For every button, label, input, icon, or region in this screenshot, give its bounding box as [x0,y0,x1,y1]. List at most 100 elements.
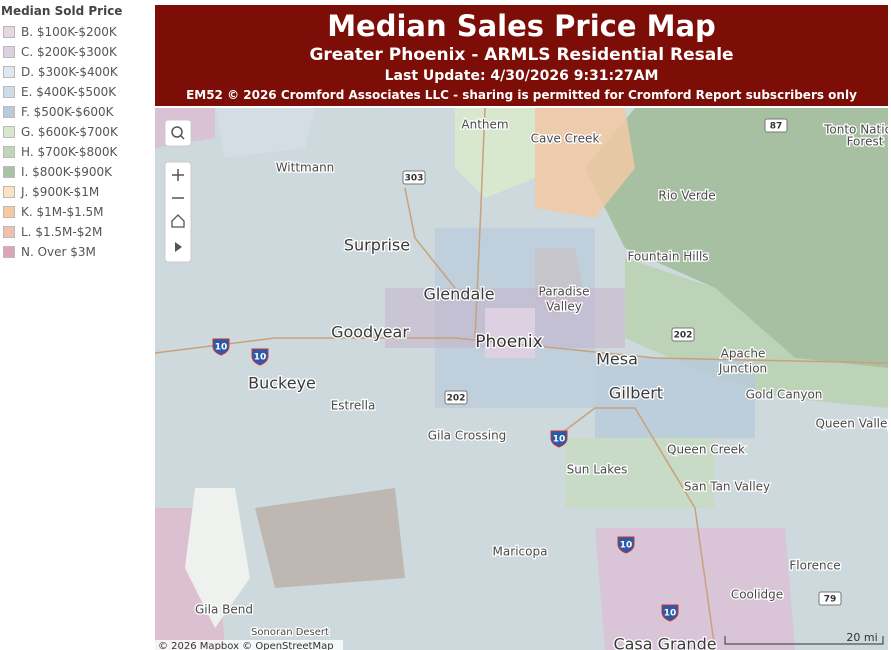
road-shield [617,536,635,554]
road-label: 10 [664,609,677,619]
road-label: 10 [215,343,228,353]
place-label: Phoenix [475,332,542,352]
place-label: Coolidge [731,588,783,602]
legend-swatch [3,166,15,178]
legend-item[interactable]: B. $100K-$200K [0,22,150,42]
legend-item[interactable]: N. Over $3M [0,242,150,262]
header: Median Sales Price Map Greater Phoenix -… [155,5,888,106]
road-shield [402,170,426,185]
legend-label: K. $1M-$1.5M [21,205,104,219]
legend-item[interactable]: D. $300K-$400K [0,62,150,82]
road-shield [212,338,230,356]
place-label: Florence [789,559,840,573]
legend-item[interactable]: I. $800K-$900K [0,162,150,182]
road-label: 303 [405,174,424,184]
legend-label: E. $400K-$500K [21,85,117,99]
road-shield [671,327,695,342]
place-label: Wittmann [276,161,335,175]
legend-label: J. $900K-$1M [21,185,100,199]
search-icon [179,134,185,140]
search-icon [171,126,183,138]
legend-label: N. Over $3M [21,245,96,259]
place-label: Queen Valley [815,417,888,431]
last-update: Last Update: 4/30/2026 9:31:27AM [384,68,659,84]
legend-item[interactable]: L. $1.5M-$2M [0,222,150,242]
road-label: 202 [674,331,693,341]
zoom-panel [164,161,192,263]
place-label: Junction [718,362,767,376]
legend-swatch [3,246,15,258]
legend-label: L. $1.5M-$2M [21,225,103,239]
place-label: Apache [721,347,766,361]
place-label: Fountain Hills [627,250,708,264]
place-label: Cave Creek [531,132,600,146]
place-label: Queen Creek [667,443,745,457]
place-label: Sonoran Desert [251,627,329,638]
place-label: Mesa [596,350,638,369]
legend-item[interactable]: F. $500K-$600K [0,102,150,122]
legend-item[interactable]: K. $1M-$1.5M [0,202,150,222]
legend-label: B. $100K-$200K [21,25,117,39]
place-label: Gila Bend [195,603,253,617]
legend-item[interactable]: H. $700K-$800K [0,142,150,162]
road-shield [818,591,842,606]
place-label: Forest [847,135,884,149]
legend-item[interactable]: E. $400K-$500K [0,82,150,102]
zoom-in[interactable] [172,169,184,181]
road-shield [251,348,269,366]
legend-item[interactable]: G. $600K-$700K [0,122,150,142]
legend-label: G. $600K-$700K [21,125,118,139]
legend-swatch [3,86,15,98]
road-label: 10 [553,435,566,445]
place-label: Gilbert [609,384,663,403]
place-label: Buckeye [248,374,316,393]
legend-title: Median Sold Price [1,4,123,18]
place-label: Valley [546,300,582,314]
legend-swatch [3,206,15,218]
legend-swatch [3,26,15,38]
road-label: 79 [824,595,837,605]
place-label: Goodyear [331,323,409,342]
legend-label: H. $700K-$800K [21,145,118,159]
map-controls [164,119,192,263]
legend-swatch [3,126,15,138]
place-label: Surprise [344,236,410,255]
place-label: Anthem [461,118,508,132]
road-shields: 87 303 10 10 202 202 10 10 10 79 [212,118,842,622]
place-label: Glendale [423,285,494,304]
place-label: Sun Lakes [567,463,628,477]
place-label: Rio Verde [658,189,715,203]
road-label: 87 [770,122,783,132]
road-shield [550,430,568,448]
legend-label: D. $300K-$400K [21,65,118,79]
attribution: © 2026 Mapbox © OpenStreetMap [158,641,334,650]
attribution-bg [155,640,343,650]
play-button[interactable] [175,242,182,252]
legend-swatch [3,186,15,198]
legend-swatch [3,146,15,158]
title: Median Sales Price Map [327,9,716,43]
legend-swatch [3,226,15,238]
scale-bar [724,636,884,645]
subtitle: Greater Phoenix - ARMLS Residential Resa… [309,45,734,65]
place-label: Gila Crossing [428,429,507,443]
road-shield [764,118,788,133]
legend-label: I. $800K-$900K [21,165,113,179]
map-base [155,108,888,650]
place-label: Estrella [331,399,376,413]
legend: Median Sold Price B. $100K-$200K C. $200K… [0,4,150,262]
search-button[interactable] [164,119,192,147]
place-label: Maricopa [493,545,548,559]
place-label: Tonto Natio [823,123,888,137]
place-label: San Tan Valley [684,480,770,494]
place-labels: Anthem Cave Creek Tonto Natio Forest Wit… [194,116,888,650]
legend-item[interactable]: C. $200K-$300K [0,42,150,62]
legend-label: C. $200K-$300K [21,45,117,59]
road-shield [444,390,468,405]
legend-item[interactable]: J. $900K-$1M [0,182,150,202]
legend-label: F. $500K-$600K [21,105,114,119]
home-button[interactable] [171,214,185,228]
road-label: 202 [447,394,466,404]
legend-swatch [3,66,15,78]
